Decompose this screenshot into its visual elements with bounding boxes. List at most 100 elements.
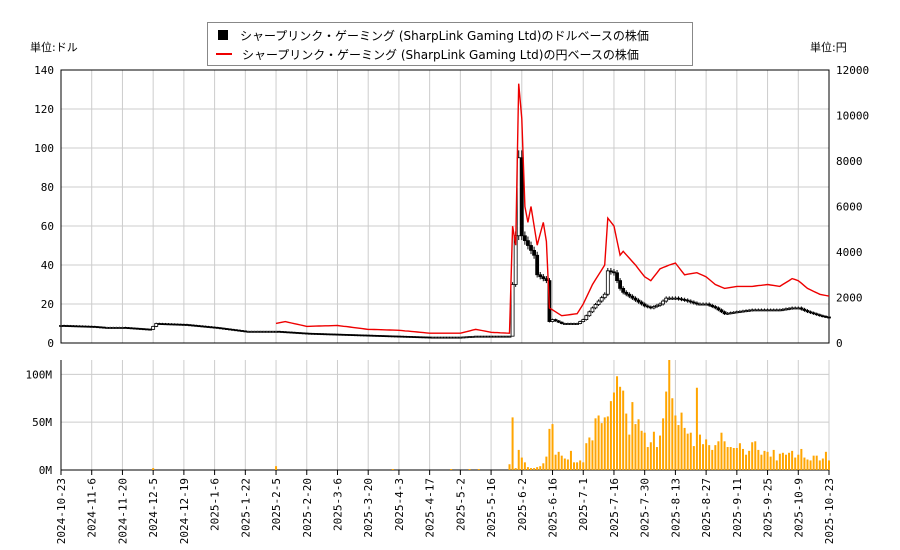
candle-body	[249, 330, 254, 333]
volume-bar	[545, 456, 548, 470]
jpy-price-line	[275, 83, 830, 334]
candle-body	[440, 336, 444, 339]
x-tick-label: 2025-10-9	[792, 478, 805, 538]
volume-bar	[757, 449, 760, 470]
candle-body	[507, 335, 512, 338]
volume-bar	[732, 448, 735, 470]
candle-body	[224, 328, 229, 330]
volume-bar	[760, 454, 763, 470]
candle-body	[624, 291, 629, 295]
candle-body	[415, 336, 420, 339]
candle-body	[160, 323, 165, 326]
volume-bar	[551, 424, 554, 470]
candle-body	[615, 272, 619, 281]
y-right-tick-label: 8000	[836, 155, 863, 168]
candle-body	[99, 326, 103, 329]
candle-body	[762, 309, 767, 312]
candle-body	[691, 301, 696, 304]
candle-body	[461, 336, 466, 339]
candle-body	[234, 329, 239, 332]
candle-body	[393, 335, 398, 338]
candle-body	[400, 335, 404, 338]
candle-body	[175, 323, 180, 326]
volume-bar	[692, 446, 695, 470]
candle-body	[65, 325, 70, 327]
candle-body	[685, 299, 690, 302]
candle-body	[126, 327, 131, 330]
candle-body	[366, 334, 371, 337]
x-tick-label: 2025-7-16	[608, 478, 621, 538]
candle-body	[111, 326, 116, 329]
volume-bar	[533, 468, 536, 470]
candle-body	[510, 284, 515, 337]
volume-bar	[800, 448, 803, 470]
candle-body	[734, 311, 739, 314]
candle-body	[756, 309, 761, 312]
volume-bar	[791, 450, 794, 470]
candle-body	[338, 333, 343, 336]
candle-body	[384, 335, 389, 338]
candle-body	[596, 300, 601, 305]
volume-bar	[680, 412, 683, 470]
candle-body	[335, 333, 340, 336]
candle-body	[501, 335, 506, 338]
volume-bar	[649, 442, 652, 470]
candle-body	[280, 331, 285, 333]
volume-bar	[573, 462, 576, 470]
volume-bar	[646, 447, 649, 470]
candle-body	[572, 323, 576, 325]
volume-bar	[622, 390, 625, 470]
candle-body	[77, 325, 82, 328]
candle-body	[357, 334, 361, 337]
candle-body	[738, 311, 742, 313]
candle-body	[307, 332, 312, 335]
y-left-tick-label: 40	[41, 259, 54, 272]
candle-body	[209, 326, 214, 329]
volume-bar	[726, 447, 729, 470]
candle-body	[731, 311, 736, 314]
candle-body	[526, 240, 530, 246]
x-tick-label: 2025-1-22	[239, 478, 252, 538]
candle-body	[522, 235, 527, 242]
volume-bar	[523, 462, 526, 470]
candle-body	[538, 274, 543, 278]
volume-bar	[609, 401, 612, 470]
candle-body	[651, 306, 656, 309]
candle-body	[403, 335, 407, 338]
volume-bar	[772, 449, 775, 470]
volume-tick-label: 50M	[32, 416, 52, 429]
candle-body	[695, 302, 699, 305]
candle-body	[142, 328, 146, 331]
candle-body	[372, 334, 377, 337]
candle-body	[765, 309, 770, 312]
volume-bar	[557, 451, 560, 470]
candle-body	[541, 276, 546, 280]
candle-body	[381, 335, 386, 337]
volume-bar	[554, 454, 557, 470]
volume-bar	[542, 463, 545, 470]
candle-body	[587, 311, 592, 317]
candle-body	[181, 323, 186, 326]
volume-bar	[671, 398, 674, 470]
candle-body	[753, 309, 758, 312]
candle-body	[295, 332, 300, 334]
candle-body	[584, 315, 589, 321]
left-unit-label: 単位:ドル	[30, 41, 78, 54]
volume-bar	[766, 451, 769, 470]
x-tick-label: 2025-6-2	[516, 478, 529, 531]
volume-bar	[606, 416, 609, 470]
x-tick-label: 2025-5-16	[485, 478, 498, 538]
y-left-tick-label: 20	[41, 298, 54, 311]
legend-swatch-square	[218, 30, 228, 40]
volume-bar	[275, 466, 278, 470]
volume-bar	[711, 449, 714, 470]
candle-body	[102, 326, 106, 329]
volume-bar	[738, 443, 741, 470]
right-unit-label: 単位:円	[810, 41, 847, 54]
candle-body	[793, 307, 798, 310]
candle-body	[387, 335, 392, 338]
candle-body	[430, 336, 435, 339]
candle-body	[781, 308, 785, 311]
candle-body	[741, 310, 745, 313]
candle-body	[479, 335, 484, 338]
